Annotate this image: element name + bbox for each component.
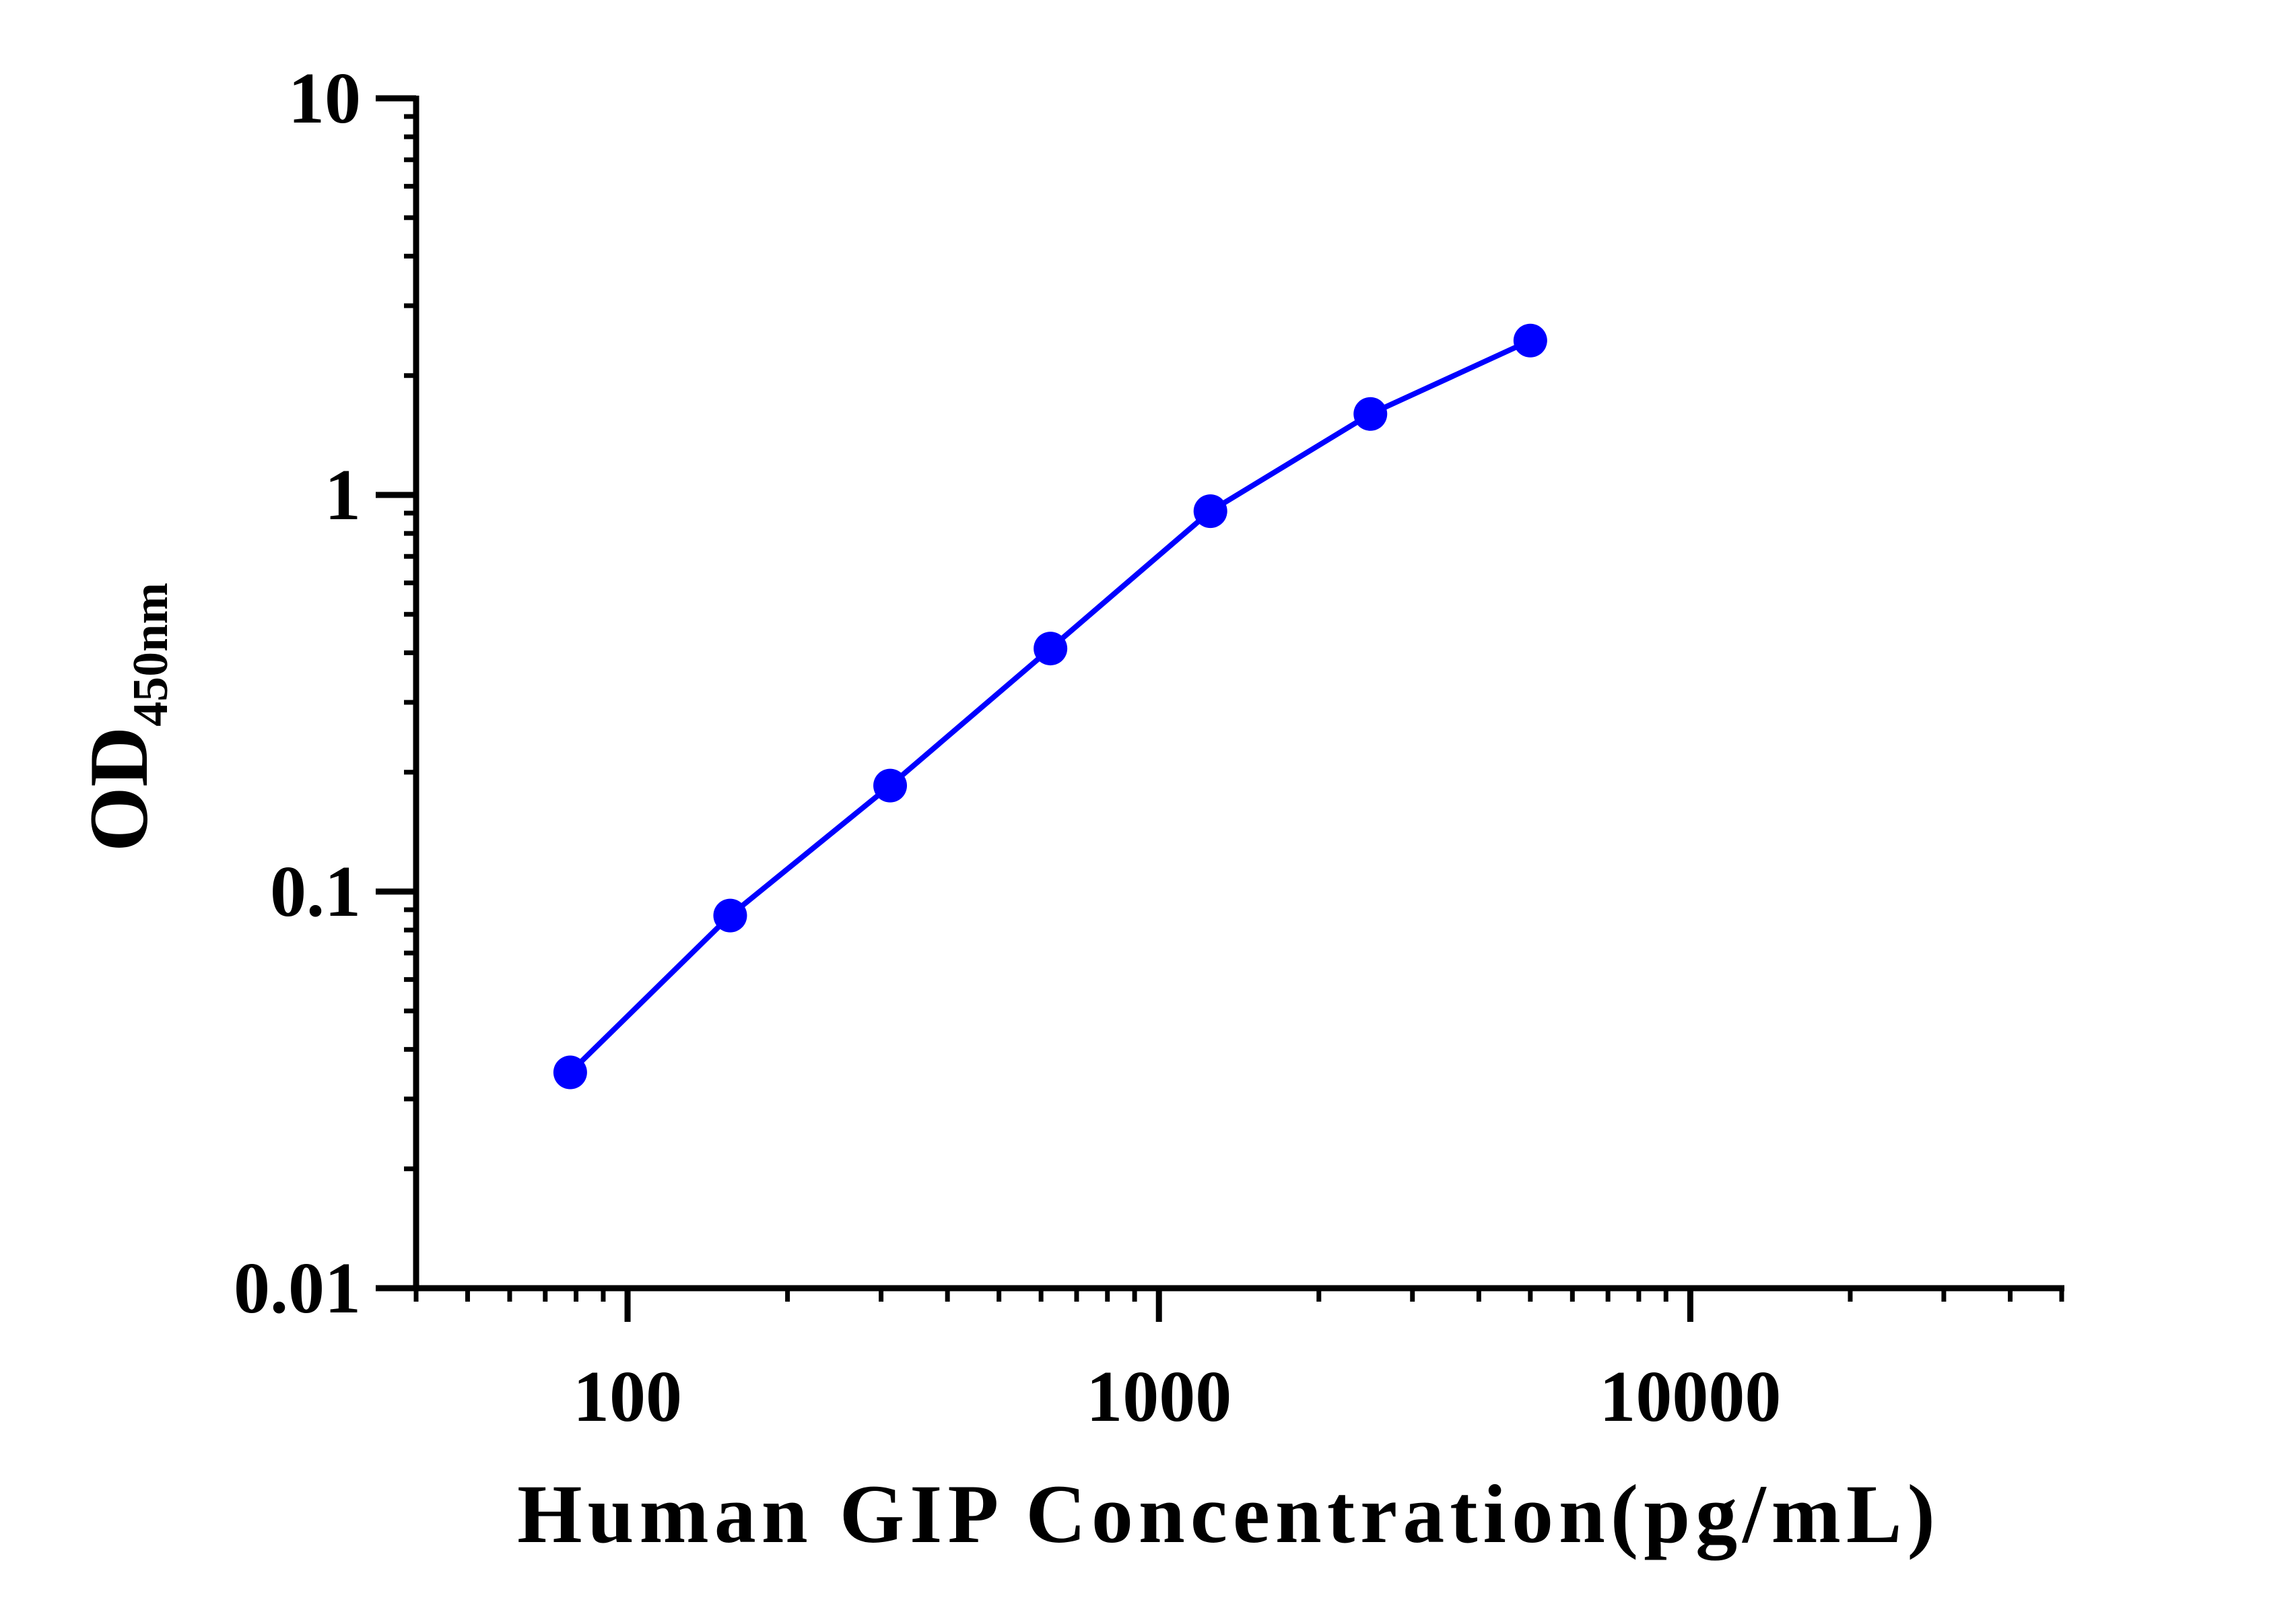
data-point [873,768,908,803]
x-ticks: 100 1000 10000 [413,1288,2064,1437]
y-axis-title: OD450nm [73,582,178,852]
y-tick-label: 0.01 [234,1248,361,1329]
data-point [713,898,747,933]
y-tick-label: 0.1 [270,852,361,932]
series-line [568,338,1532,1075]
x-tick-label: 1000 [1086,1357,1231,1437]
y-axis-title-sub: 450nm [123,582,178,727]
data-point [553,1055,587,1090]
y-axis: 0.01 0.1 1 10 [234,59,419,1329]
plot-area [553,323,1547,1090]
y-tick-label: 1 [325,455,361,535]
y-ticks: 0.01 0.1 1 10 [234,59,416,1329]
data-point [1353,397,1388,431]
x-axis-title: Human GIP Concentration(pg/mL) [517,1468,1940,1561]
data-point [1193,494,1227,529]
data-point [1513,323,1547,358]
x-tick-label: 100 [573,1357,682,1437]
x-tick-label: 10000 [1599,1357,1781,1437]
x-axis: 100 1000 10000 [413,1285,2064,1437]
data-point [1034,632,1068,666]
y-tick-label: 10 [288,59,361,139]
y-axis-title-main: OD [73,727,165,852]
